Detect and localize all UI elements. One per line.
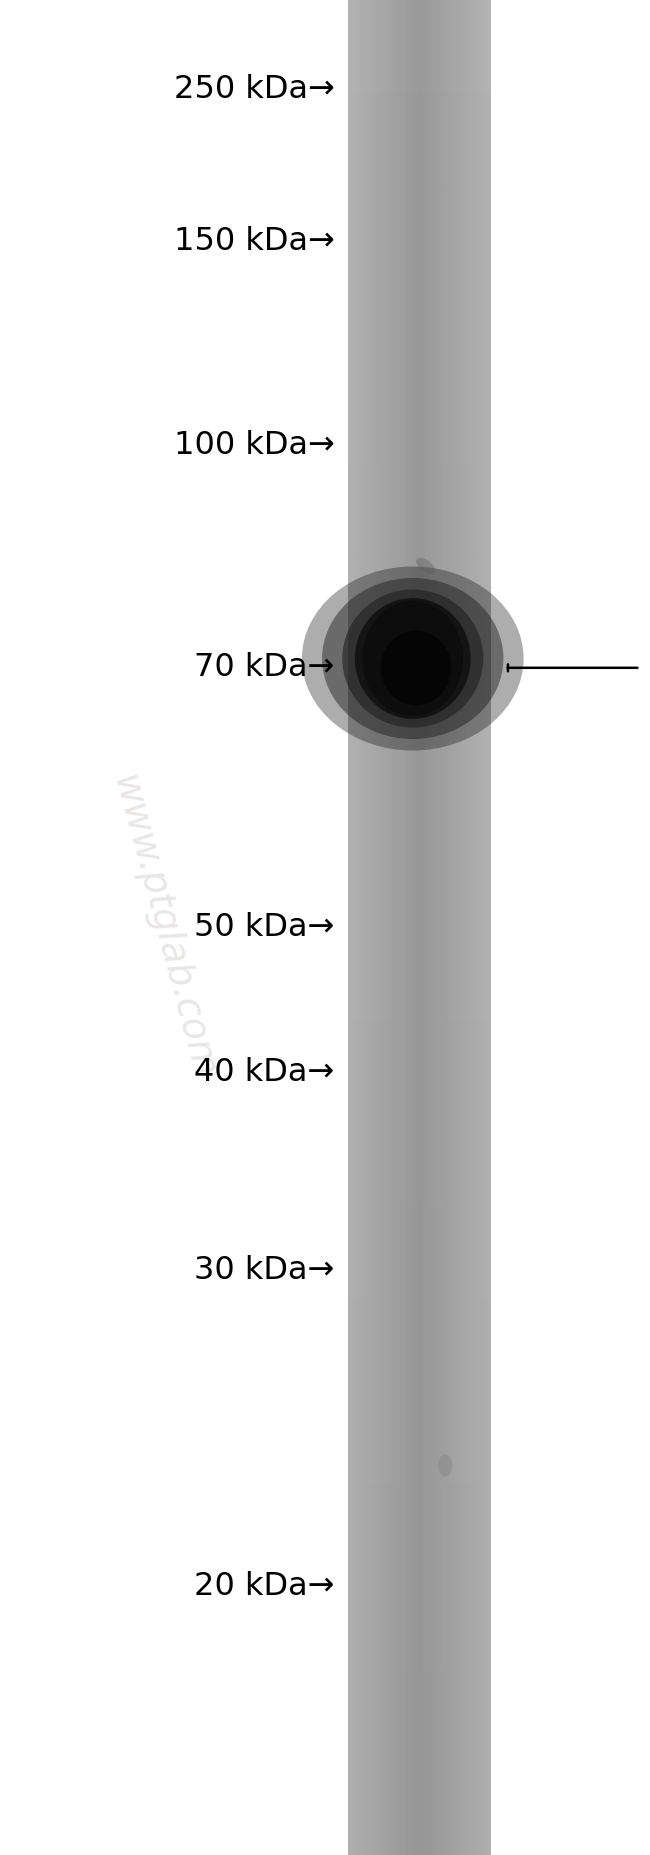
Text: 70 kDa→: 70 kDa→ <box>194 653 335 683</box>
Ellipse shape <box>381 631 451 705</box>
Bar <box>348 556 491 649</box>
Bar <box>462 0 465 1855</box>
Bar <box>436 0 439 1855</box>
Bar <box>358 0 360 1855</box>
Bar <box>479 0 482 1855</box>
Bar <box>398 0 401 1855</box>
Bar <box>348 649 491 742</box>
Bar <box>405 0 408 1855</box>
Bar <box>348 1484 491 1577</box>
Bar <box>348 278 491 371</box>
Text: 40 kDa→: 40 kDa→ <box>194 1057 335 1087</box>
Bar <box>419 0 422 1855</box>
Bar <box>450 0 453 1855</box>
Bar <box>424 0 427 1855</box>
Bar <box>472 0 474 1855</box>
Bar <box>415 0 417 1855</box>
Bar <box>350 0 353 1855</box>
Bar <box>386 0 389 1855</box>
Bar <box>369 0 372 1855</box>
Bar <box>431 0 434 1855</box>
Bar <box>426 0 430 1855</box>
Ellipse shape <box>322 579 503 738</box>
Bar <box>448 0 451 1855</box>
Bar <box>348 0 491 1855</box>
Bar <box>348 93 491 186</box>
Text: 50 kDa→: 50 kDa→ <box>194 913 335 942</box>
Bar <box>365 0 367 1855</box>
Bar <box>488 0 491 1855</box>
Bar <box>460 0 463 1855</box>
Ellipse shape <box>416 558 436 573</box>
Bar <box>486 0 489 1855</box>
Bar <box>465 0 467 1855</box>
Bar <box>484 0 487 1855</box>
Ellipse shape <box>438 1454 452 1477</box>
Bar <box>422 0 424 1855</box>
Ellipse shape <box>355 597 471 720</box>
Bar <box>476 0 480 1855</box>
Bar <box>388 0 391 1855</box>
Bar <box>359 0 363 1855</box>
Bar <box>348 1298 491 1391</box>
Ellipse shape <box>302 566 524 751</box>
Bar <box>458 0 460 1855</box>
Bar <box>348 0 491 93</box>
Bar <box>455 0 458 1855</box>
Bar <box>379 0 382 1855</box>
Bar <box>467 0 470 1855</box>
Bar <box>441 0 444 1855</box>
Bar <box>417 0 420 1855</box>
Bar <box>348 0 351 1855</box>
Bar <box>481 0 484 1855</box>
Text: 150 kDa→: 150 kDa→ <box>174 226 335 256</box>
Text: 100 kDa→: 100 kDa→ <box>174 430 335 460</box>
Bar <box>348 1206 491 1298</box>
Bar <box>374 0 377 1855</box>
Bar <box>355 0 358 1855</box>
Bar <box>348 1020 491 1113</box>
Bar <box>400 0 403 1855</box>
Bar <box>452 0 456 1855</box>
Bar <box>348 1670 491 1762</box>
Bar <box>445 0 448 1855</box>
Bar <box>395 0 398 1855</box>
Ellipse shape <box>343 590 483 727</box>
Bar <box>412 0 415 1855</box>
Bar <box>434 0 437 1855</box>
Text: www.ptglab.com: www.ptglab.com <box>105 772 220 1083</box>
Bar <box>348 1577 491 1670</box>
Bar <box>376 0 380 1855</box>
Bar <box>391 0 394 1855</box>
Bar <box>474 0 477 1855</box>
Bar <box>384 0 387 1855</box>
Bar <box>393 0 396 1855</box>
Bar <box>348 928 491 1020</box>
Bar <box>469 0 473 1855</box>
Bar <box>367 0 370 1855</box>
Text: 20 kDa→: 20 kDa→ <box>194 1571 335 1601</box>
Bar <box>348 464 491 556</box>
Bar <box>348 1391 491 1484</box>
Bar <box>410 0 413 1855</box>
Ellipse shape <box>363 601 463 716</box>
Bar <box>429 0 432 1855</box>
Bar <box>381 0 384 1855</box>
Bar <box>352 0 356 1855</box>
Bar <box>402 0 406 1855</box>
Bar <box>348 1762 491 1855</box>
Bar <box>408 0 410 1855</box>
Text: 250 kDa→: 250 kDa→ <box>174 74 335 104</box>
Bar <box>438 0 441 1855</box>
Bar <box>348 371 491 464</box>
Bar <box>348 742 491 835</box>
Bar <box>348 835 491 928</box>
Bar <box>362 0 365 1855</box>
Text: 30 kDa→: 30 kDa→ <box>194 1256 335 1286</box>
Bar <box>443 0 446 1855</box>
Bar <box>348 186 491 278</box>
Bar <box>348 1113 491 1206</box>
Bar <box>372 0 374 1855</box>
